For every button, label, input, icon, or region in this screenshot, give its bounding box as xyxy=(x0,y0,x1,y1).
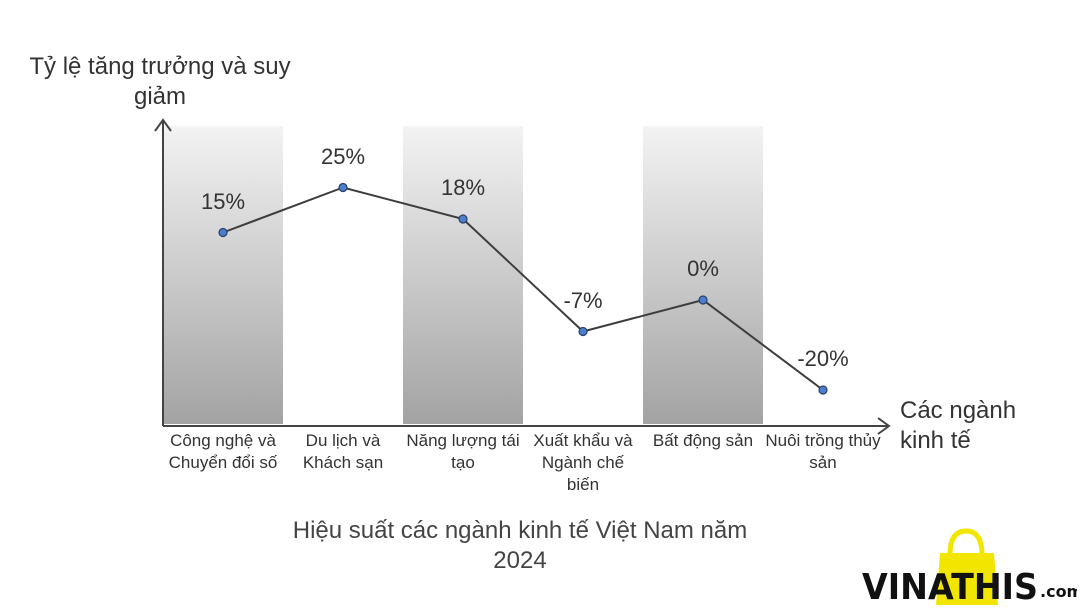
data-point xyxy=(458,214,468,224)
x-axis-label: Các ngành kinh tế xyxy=(900,397,1017,454)
data-point xyxy=(578,326,588,337)
data-point xyxy=(218,227,228,238)
axes xyxy=(154,118,891,435)
data-point xyxy=(818,385,828,395)
category-label: Bất động sản xyxy=(652,431,754,450)
data-label: 18% xyxy=(440,175,486,200)
category-label: Xuất khẩu và Ngành chế biến xyxy=(533,431,633,494)
y-axis-arrow xyxy=(154,118,172,132)
y-axis-label: Tỷ lệ tăng trưởng và suy giảm xyxy=(29,53,291,110)
data-label: 15% xyxy=(200,188,246,214)
data-label: -7% xyxy=(563,287,603,313)
data-point xyxy=(698,295,708,305)
category-band xyxy=(403,126,523,424)
category-label: Nuôi trồng thủy sản xyxy=(765,431,881,472)
category-label: Du lịch và Khách sạn xyxy=(302,431,384,472)
data-label: -20% xyxy=(797,346,849,371)
svg-text:VINATHIS: VINATHIS xyxy=(862,567,1038,607)
svg-text:.com: .com xyxy=(1040,582,1077,601)
x-axis-arrow xyxy=(877,417,891,435)
data-label: 25% xyxy=(320,143,366,169)
category-band xyxy=(163,126,283,424)
series-line xyxy=(222,186,824,391)
chart-title: Hiệu suất các ngành kinh tế Việt Nam năm… xyxy=(292,517,748,574)
data-point xyxy=(338,182,348,193)
data-label: 0% xyxy=(687,256,719,281)
category-band xyxy=(643,126,763,424)
background-bands xyxy=(163,126,763,424)
category-label: Năng lượng tái tạo xyxy=(406,431,520,472)
vinathis-logo: VINATHIS .com xyxy=(862,528,1077,607)
category-label: Công nghệ và Chuyển đổi số xyxy=(168,431,278,472)
